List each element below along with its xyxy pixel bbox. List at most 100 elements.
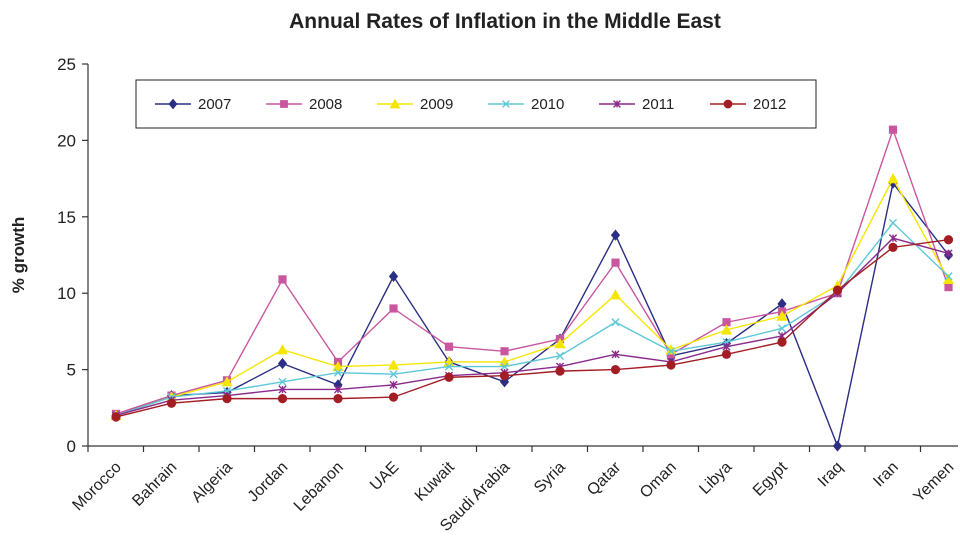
- y-tick-label: 20: [57, 131, 76, 150]
- data-point-2012: [333, 394, 343, 404]
- x-tick-label: Oman: [637, 459, 680, 502]
- series-2008: [111, 125, 953, 419]
- legend-box: [135, 79, 817, 129]
- data-point-2009: [276, 344, 289, 355]
- y-tick-labels: 0 5 10 15 20 25: [57, 55, 76, 456]
- y-tick-label: 5: [67, 361, 76, 380]
- data-point-2009: [387, 359, 400, 370]
- legend-label: 2009: [420, 96, 453, 113]
- data-point-2007: [610, 229, 621, 241]
- data-point-2011: [333, 385, 343, 394]
- series-layer: [110, 125, 955, 452]
- legend-item-2011: 2011: [599, 96, 674, 113]
- data-point-2009: [332, 360, 344, 372]
- series-line-2011: [115, 237, 949, 417]
- legend-label: 2007: [198, 96, 231, 113]
- x-tick-label: Iraq: [815, 459, 847, 491]
- y-tick-label: 25: [57, 55, 76, 74]
- data-point-2009: [776, 310, 788, 321]
- data-point-2008: [722, 318, 731, 327]
- data-point-2010: [777, 324, 787, 333]
- data-point-2012: [499, 371, 510, 381]
- data-point-2008: [944, 282, 953, 292]
- legend-marker: [723, 99, 733, 109]
- series-2011: [111, 234, 953, 420]
- x-tick-labels: Morocco Bahrain Algeria Jordan Lebanon UAE Kuw…: [69, 458, 957, 535]
- data-point-2009: [221, 376, 233, 387]
- data-point-2011: [278, 385, 287, 394]
- data-point-2007: [832, 440, 843, 452]
- data-point-2007: [277, 357, 288, 370]
- data-point-2012: [277, 394, 288, 404]
- y-tick-label: 0: [67, 437, 76, 456]
- legend-item-2009: 2009: [377, 96, 453, 113]
- x-tick-label: Yemen: [910, 459, 957, 506]
- legend-marker: [502, 100, 510, 108]
- data-point-2010: [389, 370, 398, 379]
- x-tick-label: Syria: [531, 459, 569, 497]
- data-point-2010: [444, 362, 454, 371]
- data-point-2012: [721, 349, 732, 359]
- x-tick-label: Jordan: [245, 459, 292, 506]
- data-point-2008: [278, 275, 287, 284]
- x-tick-label: Libya: [696, 459, 735, 498]
- data-point-2010: [888, 218, 898, 228]
- series-line-2012: [115, 239, 949, 418]
- series-line-2009: [115, 177, 950, 417]
- x-tick-label: Iran: [870, 459, 902, 491]
- x-tick-label: Qatar: [584, 458, 625, 499]
- data-point-2011: [888, 234, 898, 243]
- series-line-2007: [115, 181, 950, 449]
- data-point-2012: [444, 372, 454, 382]
- data-point-2012: [943, 235, 954, 245]
- legend-label: 2008: [309, 96, 342, 113]
- data-point-2007: [388, 270, 399, 282]
- data-point-2011: [389, 380, 398, 389]
- x-tick-label: Kuwait: [412, 458, 458, 504]
- series-2012: [111, 235, 954, 422]
- legend-marker: [613, 100, 621, 108]
- legend-marker: [280, 100, 288, 108]
- data-point-2011: [611, 350, 620, 359]
- data-point-2012: [166, 398, 177, 408]
- legend-label: 2010: [531, 96, 564, 113]
- data-point-2012: [666, 360, 676, 370]
- data-point-2011: [722, 342, 731, 351]
- data-point-2012: [388, 392, 399, 402]
- axes: [82, 63, 958, 452]
- data-point-2009: [665, 344, 677, 355]
- series-line-2008: [115, 127, 950, 415]
- data-point-2009: [942, 273, 955, 285]
- x-tick-label: Bahrain: [129, 459, 180, 510]
- data-point-2010: [611, 318, 620, 327]
- data-point-2008: [389, 304, 398, 313]
- data-point-2009: [720, 324, 733, 335]
- y-tick-label: 10: [57, 284, 76, 303]
- data-point-2011: [944, 249, 953, 258]
- legend-item-2012: 2012: [710, 96, 786, 113]
- data-point-2012: [555, 366, 565, 376]
- data-point-2009: [887, 173, 899, 184]
- legend-item-2008: 2008: [266, 96, 342, 113]
- x-tick-label: Egypt: [750, 458, 791, 499]
- x-tick-label: Morocco: [69, 459, 124, 514]
- legend-label: 2011: [642, 96, 674, 113]
- data-point-2008: [444, 342, 454, 351]
- data-point-2007: [777, 298, 787, 310]
- data-point-2012: [111, 412, 121, 422]
- legend-item-2007: 2007: [155, 96, 231, 113]
- data-point-2012: [888, 242, 898, 252]
- series-2007: [111, 177, 954, 452]
- data-point-2010: [944, 272, 953, 281]
- data-point-2012: [610, 365, 621, 375]
- legend-item-2010: 2010: [488, 96, 564, 113]
- x-tick-label: Algeria: [189, 459, 236, 506]
- data-point-2010: [555, 351, 565, 360]
- x-tick-label: UAE: [367, 459, 402, 494]
- data-point-2010: [278, 377, 287, 386]
- data-point-2009: [609, 289, 622, 300]
- x-tick-label: Lebanon: [291, 459, 347, 515]
- legend: 2007 2008 2009 2010 2011 2012: [135, 79, 817, 129]
